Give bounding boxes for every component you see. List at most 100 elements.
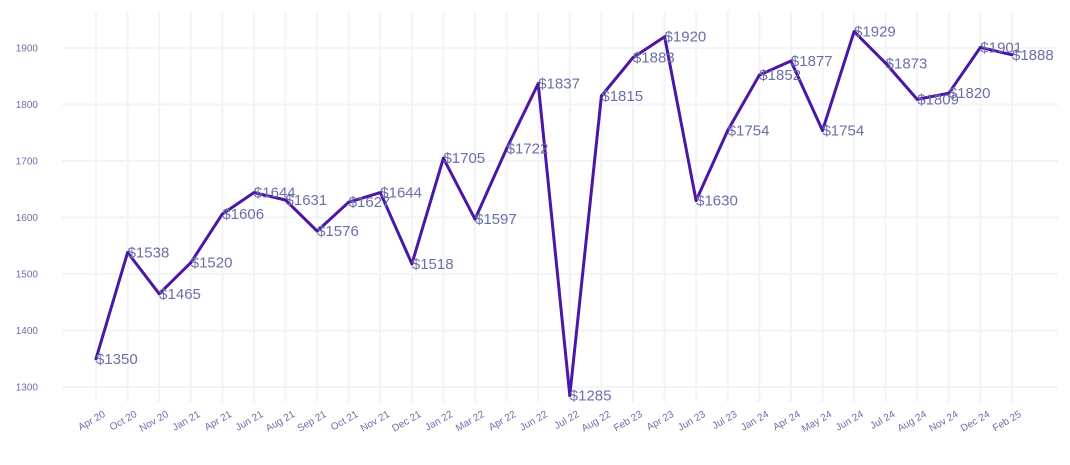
x-tick-label: Apr 23 bbox=[645, 409, 676, 433]
data-point bbox=[694, 199, 698, 203]
y-tick-label: 1600 bbox=[16, 213, 39, 224]
data-label: $1852 bbox=[759, 67, 801, 84]
x-tick-label: Apr 24 bbox=[771, 409, 802, 433]
data-label: $1722 bbox=[507, 141, 549, 158]
data-point bbox=[284, 198, 288, 202]
x-tick-label: Jul 23 bbox=[711, 409, 740, 432]
data-label: $1630 bbox=[696, 193, 738, 210]
data-point bbox=[757, 73, 761, 77]
y-axis: 1300 1400 1500 1600 1700 1800 1900 bbox=[16, 44, 39, 394]
data-point bbox=[884, 61, 888, 65]
y-tick-label: 1500 bbox=[16, 270, 39, 281]
data-label: $1576 bbox=[317, 223, 359, 240]
data-label: $1518 bbox=[412, 256, 454, 273]
data-point bbox=[189, 261, 193, 265]
data-label: $1350 bbox=[96, 351, 138, 368]
data-point bbox=[820, 128, 824, 132]
data-point bbox=[347, 200, 351, 204]
x-tick-label: Jun 23 bbox=[676, 409, 708, 434]
data-point bbox=[157, 292, 161, 296]
data-point bbox=[1010, 53, 1014, 57]
x-tick-label: Feb 25 bbox=[991, 409, 1024, 434]
data-label: $1888 bbox=[1012, 47, 1054, 64]
x-tick-label: Jul 24 bbox=[869, 409, 898, 432]
data-point bbox=[473, 217, 477, 221]
x-tick-label: Aug 21 bbox=[264, 409, 297, 435]
data-label: $1538 bbox=[128, 245, 170, 262]
data-point bbox=[631, 56, 635, 60]
x-tick-label: Apr 21 bbox=[203, 409, 234, 433]
data-point bbox=[789, 59, 793, 63]
x-tick-label: Jun 21 bbox=[234, 409, 266, 434]
data-label: $1465 bbox=[159, 286, 201, 303]
x-tick-label: Nov 20 bbox=[138, 409, 171, 435]
data-point bbox=[726, 128, 730, 132]
data-label: $1754 bbox=[822, 122, 864, 139]
data-label: $1644 bbox=[380, 185, 422, 202]
series-line bbox=[94, 30, 1014, 397]
data-label: $1809 bbox=[917, 91, 959, 108]
x-tick-label: Oct 20 bbox=[108, 409, 139, 433]
y-tick-label: 1700 bbox=[16, 157, 39, 168]
data-label: $1873 bbox=[886, 55, 928, 72]
data-label: $1705 bbox=[443, 150, 485, 167]
data-point bbox=[410, 262, 414, 266]
data-label: $1929 bbox=[854, 24, 896, 41]
x-tick-label: Dec 21 bbox=[390, 409, 423, 435]
data-label: $1606 bbox=[222, 206, 264, 223]
y-tick-label: 1400 bbox=[16, 326, 39, 337]
data-label: $1627 bbox=[349, 194, 391, 211]
data-point bbox=[915, 97, 919, 101]
data-point bbox=[852, 30, 856, 34]
y-tick-label: 1300 bbox=[16, 383, 39, 394]
x-tick-label: Sep 21 bbox=[296, 409, 329, 435]
data-label: $1820 bbox=[949, 85, 991, 102]
data-point bbox=[441, 156, 445, 160]
data-point bbox=[505, 147, 509, 151]
x-tick-label: Aug 24 bbox=[896, 409, 929, 435]
x-tick-label: Apr 20 bbox=[76, 409, 107, 433]
series-group bbox=[94, 30, 1014, 397]
x-tick-label: Oct 21 bbox=[329, 409, 360, 433]
data-label: $1883 bbox=[633, 50, 675, 67]
data-point bbox=[94, 357, 98, 361]
x-tick-label: Feb 23 bbox=[612, 409, 645, 434]
data-point bbox=[663, 35, 667, 39]
x-tick-label: May 24 bbox=[800, 409, 834, 435]
data-point bbox=[126, 251, 130, 255]
x-tick-label: Nov 21 bbox=[359, 409, 392, 435]
data-label: $1877 bbox=[791, 53, 833, 70]
data-label: $1285 bbox=[570, 387, 612, 404]
x-tick-label: Jan 24 bbox=[739, 409, 771, 434]
x-tick-label: Jan 21 bbox=[171, 409, 203, 434]
data-label: $1815 bbox=[601, 88, 643, 105]
data-point bbox=[220, 212, 224, 216]
data-point bbox=[536, 82, 540, 86]
data-point bbox=[378, 191, 382, 195]
data-point bbox=[978, 45, 982, 49]
data-point bbox=[252, 191, 256, 195]
data-label: $1631 bbox=[286, 192, 328, 209]
data-point bbox=[568, 393, 572, 397]
data-label: $1597 bbox=[475, 211, 517, 228]
x-tick-label: Apr 22 bbox=[487, 409, 518, 433]
data-label: $1520 bbox=[191, 255, 233, 272]
data-label: $1754 bbox=[728, 122, 770, 139]
x-tick-label: Jun 24 bbox=[834, 409, 866, 434]
data-label: $1920 bbox=[665, 29, 707, 46]
data-label: $1644 bbox=[254, 185, 296, 202]
x-tick-label: Jun 22 bbox=[518, 409, 550, 434]
data-point bbox=[599, 94, 603, 98]
x-tick-label: Mar 22 bbox=[454, 409, 487, 434]
y-tick-label: 1900 bbox=[16, 44, 39, 55]
data-label: $1837 bbox=[538, 76, 580, 93]
data-point bbox=[315, 229, 319, 233]
data-label: $1901 bbox=[980, 39, 1022, 56]
gridlines bbox=[62, 12, 1058, 402]
x-tick-label: Aug 22 bbox=[580, 409, 613, 435]
data-point bbox=[947, 91, 951, 95]
x-tick-label: Dec 24 bbox=[959, 409, 992, 435]
x-tick-label: Jan 22 bbox=[423, 409, 455, 434]
